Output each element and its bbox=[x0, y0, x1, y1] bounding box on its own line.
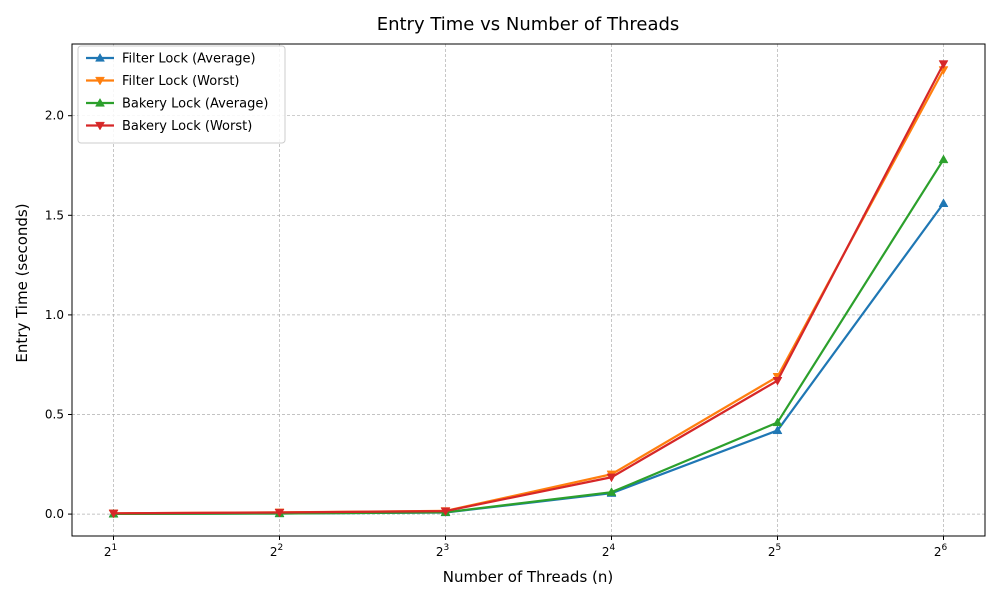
series-4 bbox=[108, 60, 949, 519]
x-tick-label: 25 bbox=[768, 543, 781, 559]
series-line bbox=[113, 158, 945, 515]
legend: Filter Lock (Average) Filter Lock (Worst)… bbox=[77, 45, 286, 144]
y-tick-label: 1.5 bbox=[45, 208, 64, 222]
data-point bbox=[938, 154, 949, 164]
tick-group: 21 22 23 24 25 26 0.0 0.5 1.0 1.5 2.0 bbox=[45, 109, 948, 559]
data-point bbox=[606, 487, 617, 496]
data-point bbox=[772, 425, 783, 435]
plot-frame bbox=[71, 43, 986, 537]
legend-label: Bakery Lock (Worst) bbox=[122, 119, 252, 134]
y-tick-label: 0.0 bbox=[45, 507, 64, 521]
legend-box bbox=[77, 45, 286, 144]
legend-marker bbox=[95, 121, 105, 131]
data-point bbox=[274, 508, 285, 518]
legend-label: Filter Lock (Worst) bbox=[122, 74, 240, 89]
series-group bbox=[108, 60, 949, 519]
data-point bbox=[772, 417, 783, 427]
series-line bbox=[113, 63, 945, 515]
legend-marker bbox=[95, 76, 105, 86]
legend-marker bbox=[95, 97, 105, 107]
legend-item: Bakery Lock (Average) bbox=[86, 97, 268, 112]
data-point bbox=[108, 509, 119, 519]
x-tick-label: 26 bbox=[934, 543, 948, 559]
y-axis-title: Entry Time (seconds) bbox=[13, 203, 31, 362]
x-tick-label: 23 bbox=[436, 543, 449, 559]
legend-label: Bakery Lock (Average) bbox=[122, 97, 268, 112]
chart-title: Entry Time vs Number of Threads bbox=[377, 14, 680, 35]
legend-label: Filter Lock (Average) bbox=[122, 52, 256, 67]
y-tick-label: 1.0 bbox=[45, 308, 64, 322]
data-point bbox=[606, 473, 617, 483]
data-point bbox=[772, 377, 783, 386]
y-tick-label: 0.5 bbox=[45, 407, 64, 421]
data-point bbox=[938, 198, 949, 207]
x-tick-label: 21 bbox=[104, 543, 117, 559]
data-point bbox=[440, 507, 451, 517]
legend-item: Filter Lock (Worst) bbox=[86, 74, 240, 89]
legend-item: Filter Lock (Average) bbox=[86, 52, 256, 67]
y-tick-label: 2.0 bbox=[45, 109, 64, 123]
data-point bbox=[938, 60, 949, 69]
legend-marker bbox=[95, 52, 105, 62]
x-axis-title: Number of Threads (n) bbox=[443, 568, 614, 586]
legend-item: Bakery Lock (Worst) bbox=[86, 119, 252, 134]
x-tick-label: 24 bbox=[602, 543, 616, 559]
series-3 bbox=[108, 154, 949, 518]
x-tick-label: 22 bbox=[270, 543, 283, 559]
series-1 bbox=[108, 198, 949, 518]
